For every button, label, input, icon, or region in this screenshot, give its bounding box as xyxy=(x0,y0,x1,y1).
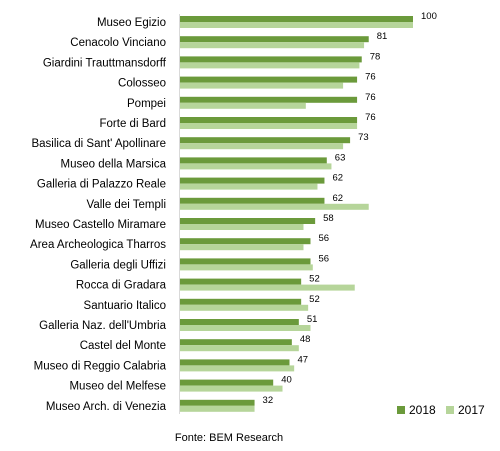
category-label-rocca-di-gradara: Rocca di Gradara xyxy=(76,280,167,292)
legend-swatch-2017 xyxy=(446,406,454,414)
category-label-colosseo: Colosseo xyxy=(118,78,166,90)
category-label-valle-dei-templi: Valle dei Templi xyxy=(87,199,166,211)
legend: 2018 2017 xyxy=(397,403,485,417)
value-label-santuario-italico: 52 xyxy=(309,294,320,305)
bar-2018-valle-dei-templi xyxy=(180,197,325,204)
value-label-museo-egizio: 100 xyxy=(421,11,437,22)
value-label-museo-castello-miramare: 58 xyxy=(323,213,334,224)
value-label-castel-del-monte: 48 xyxy=(300,334,311,345)
bar-2018-basilica-di-sant-apollinare xyxy=(180,137,351,144)
bar-2018-rocca-di-gradara xyxy=(180,278,302,285)
bar-2017-pompei xyxy=(180,102,306,109)
category-label-basilica-di-sant-apollinare: Basilica di Sant' Apollinare xyxy=(31,138,166,150)
bar-2018-forte-di-bard xyxy=(180,117,358,123)
category-label-museo-della-marsica: Museo della Marsica xyxy=(61,158,167,170)
bar-2017-galleria-degli-uffizi xyxy=(180,264,313,271)
bar-2017-forte-di-bard xyxy=(180,123,358,129)
legend-swatch-2018 xyxy=(397,406,405,414)
bar-2017-museo-arch-di-venezia xyxy=(180,405,255,412)
value-label-valle-dei-templi: 62 xyxy=(332,193,343,204)
bar-2018-galleria-naz-dell-umbria xyxy=(180,319,299,325)
category-label-giardini-trauttmansdorff: Giardini Trauttmansdorff xyxy=(43,57,167,69)
value-label-pompei: 76 xyxy=(365,92,376,103)
value-label-galleria-naz-dell-umbria: 51 xyxy=(307,314,318,325)
category-label-museo-castello-miramare: Museo Castello Miramare xyxy=(35,219,166,231)
bar-2017-galleria-di-palazzo-reale xyxy=(180,183,318,190)
category-label-museo-egizio: Museo Egizio xyxy=(97,17,166,29)
value-labels: 100 81 78 76 76 76 73 63 62 62 58 56 56 52 52 51 48 47 40 3… xyxy=(263,11,437,406)
value-label-giardini-trauttmansdorff: 78 xyxy=(370,51,381,62)
value-label-colosseo: 76 xyxy=(365,72,376,83)
bar-2018-museo-castello-miramare xyxy=(180,218,316,224)
value-label-area-archeologica-tharros: 56 xyxy=(318,233,329,244)
bar-2017-area-archeologica-tharros xyxy=(180,244,304,251)
value-label-museo-arch-di-venezia: 32 xyxy=(263,395,274,406)
bar-2018-santuario-italico xyxy=(180,298,302,305)
bar-2017-castel-del-monte xyxy=(180,345,299,352)
category-label-pompei: Pompei xyxy=(127,98,166,110)
value-label-forte-di-bard: 76 xyxy=(365,112,376,123)
bar-2017-museo-egizio xyxy=(180,22,413,28)
bar-2018-colosseo xyxy=(180,76,358,83)
bar-2018-castel-del-monte xyxy=(180,339,292,346)
bar-2018-museo-arch-di-venezia xyxy=(180,399,255,406)
bar-2018-museo-di-reggio-calabria xyxy=(180,359,290,366)
bar-2018-museo-del-melfese xyxy=(180,379,274,386)
category-label-museo-del-melfese: Museo del Melfese xyxy=(69,381,166,393)
bar-2017-valle-dei-templi xyxy=(180,203,369,210)
value-label-museo-della-marsica: 63 xyxy=(335,152,346,163)
category-label-galleria-degli-uffizi: Galleria degli Uffizi xyxy=(70,259,166,271)
value-label-basilica-di-sant-apollinare: 73 xyxy=(358,132,369,143)
bar-2017-museo-della-marsica xyxy=(180,163,332,170)
source-note: Fonte: BEM Research xyxy=(175,432,283,444)
value-label-cenacolo-vinciano: 81 xyxy=(377,31,388,42)
bar-2018-area-archeologica-tharros xyxy=(180,238,311,245)
category-label-santuario-italico: Santuario Italico xyxy=(84,300,166,312)
value-label-galleria-degli-uffizi: 56 xyxy=(318,253,329,264)
bars xyxy=(180,16,413,412)
bar-2017-cenacolo-vinciano xyxy=(180,42,365,49)
legend-label-2017: 2017 xyxy=(458,403,485,417)
bar-2017-galleria-naz-dell-umbria xyxy=(180,325,311,331)
bar-2017-museo-di-reggio-calabria xyxy=(180,365,295,372)
bar-2018-cenacolo-vinciano xyxy=(180,36,369,43)
bar-2017-museo-castello-miramare xyxy=(180,224,304,230)
value-label-rocca-di-gradara: 52 xyxy=(309,274,320,285)
bar-2017-basilica-di-sant-apollinare xyxy=(180,143,344,150)
bar-2018-museo-egizio xyxy=(180,16,413,22)
bar-2018-pompei xyxy=(180,96,358,103)
category-label-area-archeologica-tharros: Area Archeologica Tharros xyxy=(30,239,166,251)
category-label-museo-di-reggio-calabria: Museo di Reggio Calabria xyxy=(34,360,167,372)
value-label-galleria-di-palazzo-reale: 62 xyxy=(332,173,343,184)
bar-2017-santuario-italico xyxy=(180,304,309,311)
legend-label-2018: 2018 xyxy=(409,403,436,417)
category-label-forte-di-bard: Forte di Bard xyxy=(100,118,166,130)
bar-2017-colosseo xyxy=(180,82,344,89)
bar-2017-museo-del-melfese xyxy=(180,385,283,392)
value-label-museo-di-reggio-calabria: 47 xyxy=(298,354,309,365)
category-labels: Museo Egizio Cenacolo Vinciano Giardini Tr… xyxy=(30,17,167,413)
category-label-galleria-naz-dell-umbria: Galleria Naz. dell'Umbria xyxy=(39,320,166,332)
category-label-castel-del-monte: Castel del Monte xyxy=(80,340,166,352)
bar-2018-giardini-trauttmansdorff xyxy=(180,56,362,63)
bar-2018-galleria-degli-uffizi xyxy=(180,258,311,265)
bar-2017-rocca-di-gradara xyxy=(180,284,355,291)
bar-2018-galleria-di-palazzo-reale xyxy=(180,177,325,184)
category-label-galleria-di-palazzo-reale: Galleria di Palazzo Reale xyxy=(37,179,166,191)
category-label-museo-arch-di-venezia: Museo Arch. di Venezia xyxy=(46,401,167,413)
bar-2018-museo-della-marsica xyxy=(180,157,327,164)
category-label-cenacolo-vinciano: Cenacolo Vinciano xyxy=(70,37,166,49)
bar-2017-giardini-trauttmansdorff xyxy=(180,62,360,69)
value-label-museo-del-melfese: 40 xyxy=(281,375,292,386)
